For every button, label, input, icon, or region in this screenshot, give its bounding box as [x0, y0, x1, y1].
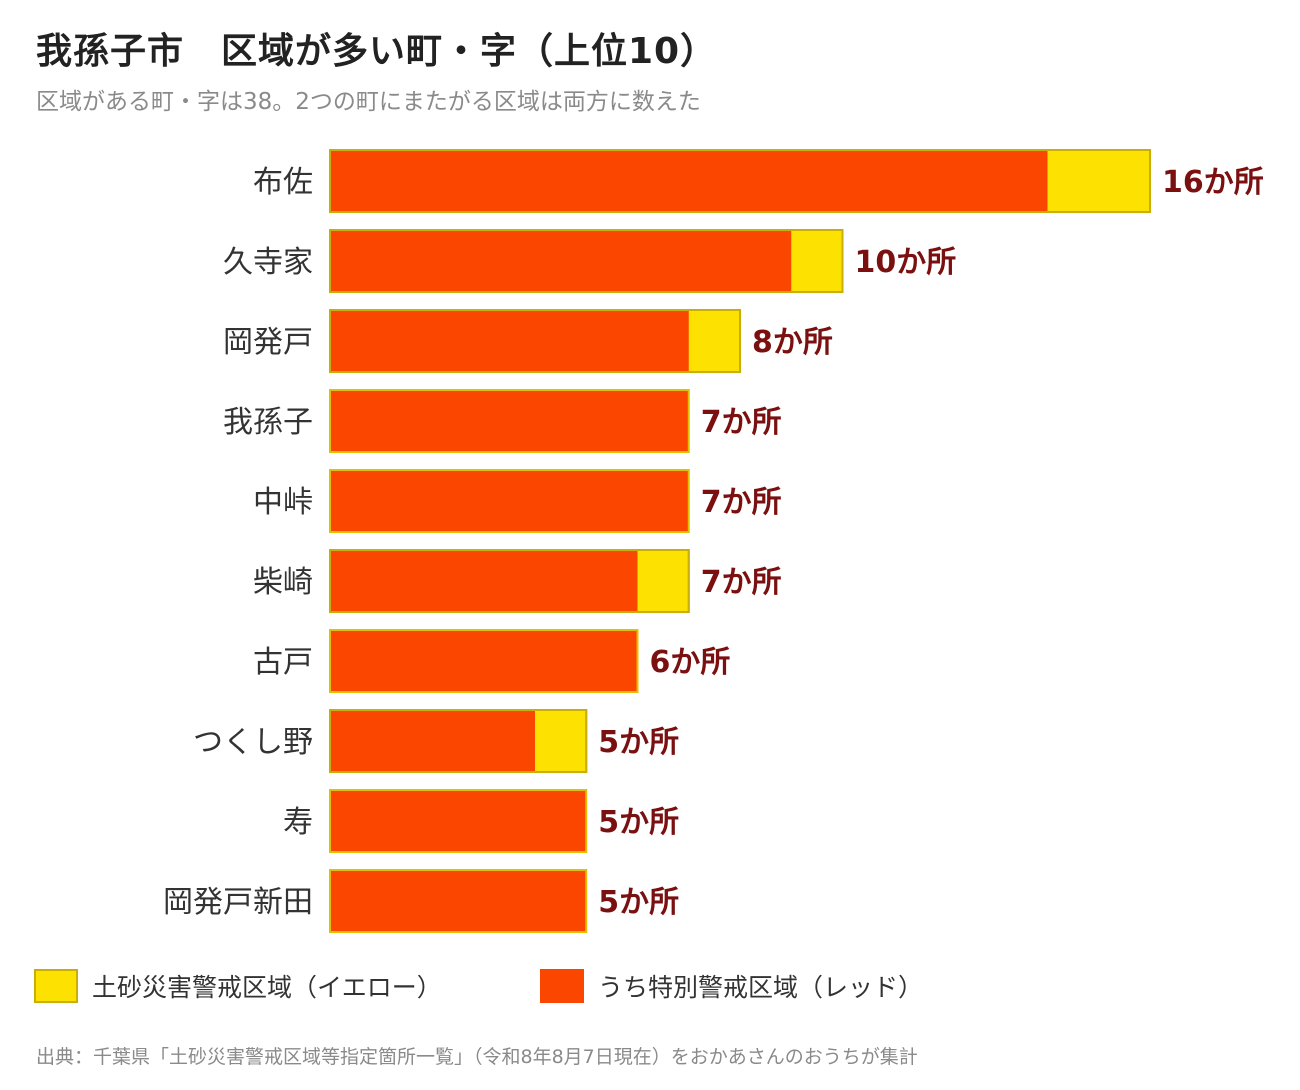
- category-label: 古戸: [253, 645, 313, 680]
- value-label: 5か所: [598, 885, 679, 920]
- legend-item-yellow: 土砂災害警戒区域（イエロー）: [34, 968, 442, 1004]
- category-label: 岡発戸新田: [163, 885, 313, 920]
- bar-outline: [329, 309, 741, 373]
- legend-item-red: うち特別警戒区域（レッド）: [540, 968, 923, 1004]
- category-label: 岡発戸: [223, 325, 313, 360]
- bar-red: [329, 389, 690, 453]
- bar-outline: [329, 709, 588, 773]
- value-label: 7か所: [701, 405, 782, 440]
- value-label: 8か所: [752, 325, 833, 360]
- category-label: つくし野: [193, 725, 313, 760]
- category-label: 布佐: [253, 165, 313, 200]
- bar-outline: [329, 549, 690, 613]
- value-label: 5か所: [598, 725, 679, 760]
- bar-red: [329, 869, 588, 933]
- chart-title: 我孫子市 区域が多い町・字（上位10）: [36, 31, 718, 72]
- bar-outline: [329, 229, 844, 293]
- value-label: 16か所: [1162, 165, 1264, 200]
- category-label: 中峠: [253, 485, 313, 520]
- value-label: 7か所: [701, 565, 782, 600]
- bar-red: [330, 150, 1048, 212]
- bar-red: [329, 469, 690, 533]
- bar-red: [330, 310, 689, 372]
- value-label: 10か所: [855, 245, 957, 280]
- bar-outline: [329, 149, 1151, 213]
- value-label: 6か所: [650, 645, 731, 680]
- bar-red: [330, 710, 535, 772]
- category-label: 柴崎: [253, 565, 313, 600]
- legend-label-red: うち特別警戒区域（レッド）: [598, 973, 924, 1002]
- category-label: 久寺家: [223, 245, 313, 280]
- bar-red: [330, 230, 792, 292]
- legend-swatch-red: [540, 969, 584, 1003]
- legend-label-yellow: 土砂災害警戒区域（イエロー）: [92, 973, 442, 1002]
- chart-subtitle: 区域がある町・字は38。2つの町にまたがる区域は両方に数えた: [36, 89, 701, 115]
- source-note: 出典：千葉県「土砂災害警戒区域等指定箇所一覧」（令和8年8月7日現在）をおかあさ…: [36, 1046, 918, 1068]
- bar-red: [329, 629, 639, 693]
- value-label: 5か所: [598, 805, 679, 840]
- legend: 土砂災害警戒区域（イエロー） うち特別警戒区域（レッド）: [0, 968, 1300, 1012]
- bar-red: [329, 789, 588, 853]
- value-label: 7か所: [701, 485, 782, 520]
- category-label: 寿: [283, 805, 313, 840]
- category-label: 我孫子: [223, 405, 313, 440]
- bar-red: [330, 550, 638, 612]
- legend-swatch-yellow: [34, 969, 78, 1003]
